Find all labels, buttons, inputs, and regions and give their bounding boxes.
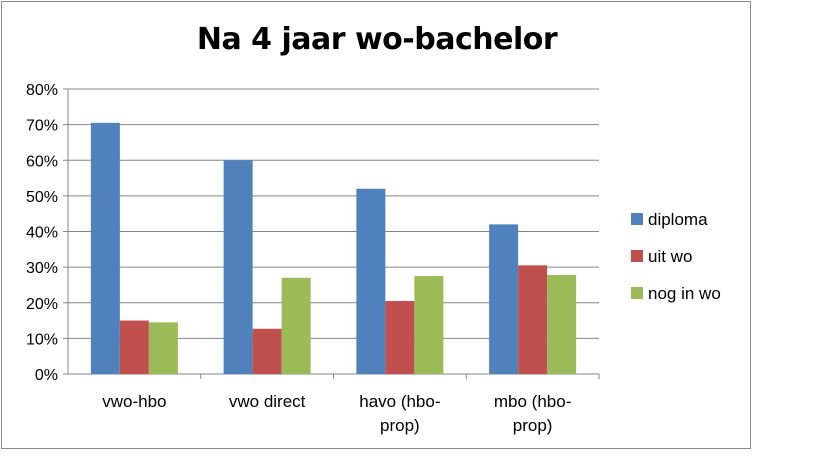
y-tick-label: 70% — [26, 118, 58, 135]
y-tick-label: 10% — [26, 331, 58, 348]
bar-diploma — [356, 188, 386, 374]
y-tick-label: 50% — [26, 189, 58, 206]
bar-diploma — [489, 224, 519, 374]
bar-diploma — [223, 160, 253, 374]
legend-label: uit wo — [648, 247, 692, 266]
bar-uit-wo — [518, 265, 548, 374]
x-category-label: havo (hbo- — [359, 392, 440, 411]
x-category-label: mbo (hbo- — [494, 392, 571, 411]
legend-label: diploma — [648, 210, 708, 229]
y-tick-label: 0% — [35, 367, 58, 384]
legend-swatch — [631, 250, 643, 262]
x-category-label: prop) — [513, 416, 553, 435]
y-tick-label: 60% — [26, 153, 58, 170]
bar-nog-in-wo — [281, 277, 311, 374]
x-category-label: vwo direct — [229, 392, 306, 411]
legend-swatch — [631, 213, 643, 225]
bar-nog-in-wo — [414, 276, 444, 374]
legend-label: nog in wo — [648, 284, 721, 303]
legend-swatch — [631, 287, 643, 299]
bar-nog-in-wo — [148, 322, 178, 374]
x-category-label: prop) — [380, 416, 420, 435]
chart-title: Na 4 jaar wo-bachelor — [196, 22, 558, 57]
y-tick-label: 20% — [26, 296, 58, 313]
x-category-label: vwo-hbo — [102, 392, 166, 411]
bar-uit-wo — [252, 328, 282, 374]
bar-diploma — [90, 122, 120, 374]
y-tick-label: 30% — [26, 260, 58, 277]
bar-uit-wo — [119, 320, 149, 374]
bar-nog-in-wo — [547, 274, 577, 374]
bar-uit-wo — [385, 300, 415, 374]
y-tick-label: 80% — [26, 82, 58, 99]
y-tick-label: 40% — [26, 225, 58, 242]
